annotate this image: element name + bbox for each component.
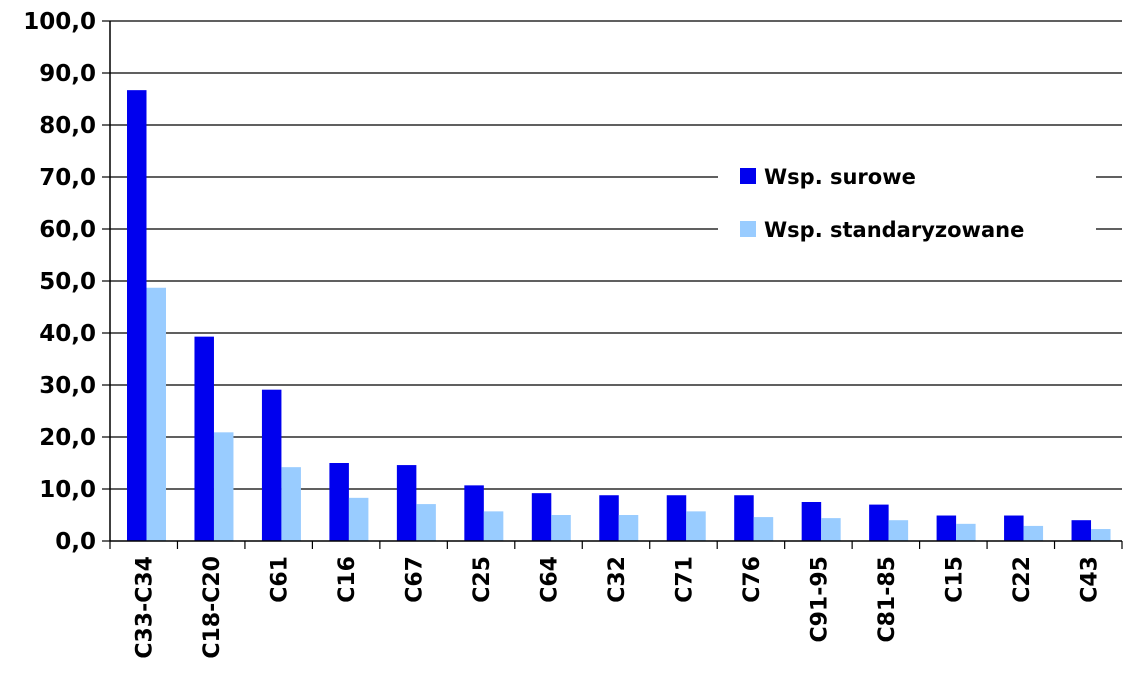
y-tick-label: 80,0 bbox=[39, 113, 96, 139]
legend-label: Wsp. standaryzowane bbox=[764, 218, 1024, 242]
x-tick-label: C33-C34 bbox=[133, 556, 158, 659]
bar-raw bbox=[734, 495, 754, 541]
bar-raw bbox=[936, 515, 957, 541]
x-tick-label: C22 bbox=[1010, 556, 1035, 603]
gridlines bbox=[110, 20, 1122, 490]
y-tick-label: 60,0 bbox=[39, 217, 96, 243]
x-tick-label: C64 bbox=[538, 556, 563, 603]
y-tick-label: 30,0 bbox=[39, 373, 96, 399]
y-tick-label: 20,0 bbox=[39, 425, 96, 451]
axes bbox=[102, 20, 1123, 549]
y-tick-label: 40,0 bbox=[39, 321, 96, 347]
bar-raw bbox=[1004, 515, 1024, 541]
bar-standardized bbox=[821, 518, 841, 541]
bars bbox=[127, 90, 1111, 541]
bar-standardized bbox=[618, 515, 639, 541]
bar-raw bbox=[666, 495, 687, 541]
x-tick-label: C25 bbox=[470, 556, 495, 603]
legend-swatch bbox=[740, 168, 756, 184]
bar-raw bbox=[869, 504, 889, 541]
y-axis-ticks: 0,0 10,0 20,0 30,0 40,0 50,0 60,0 70,0 80,0 90,0 1… bbox=[23, 9, 96, 555]
bar-standardized bbox=[213, 432, 234, 541]
x-axis-ticks: C33-C34 C18-C20 C61 C16 C67 C25 C64 C32 C71 C76 C9… bbox=[133, 556, 1103, 659]
x-tick-label: C15 bbox=[942, 556, 967, 603]
bar-standardized bbox=[281, 467, 301, 541]
legend: Wsp. surowe Wsp. standaryzowane bbox=[718, 152, 1096, 252]
bar-standardized bbox=[1091, 529, 1111, 541]
bar-raw bbox=[261, 389, 282, 541]
x-tick-label: C43 bbox=[1077, 556, 1102, 603]
y-tick-label: 90,0 bbox=[39, 61, 96, 87]
y-tick-label: 10,0 bbox=[39, 477, 96, 503]
y-tick-label: 0,0 bbox=[55, 529, 96, 555]
legend-swatch bbox=[740, 221, 756, 237]
bar-standardized bbox=[753, 517, 774, 541]
y-tick-label: 100,0 bbox=[23, 9, 96, 35]
bar-standardized bbox=[551, 515, 571, 541]
bar-raw bbox=[464, 485, 484, 541]
bar-raw bbox=[531, 493, 552, 541]
bar-standardized bbox=[956, 523, 976, 541]
x-tick-label: C18-C20 bbox=[200, 556, 225, 659]
legend-label: Wsp. surowe bbox=[764, 165, 916, 189]
x-tick-label: C76 bbox=[740, 556, 765, 603]
x-tick-label: C81-85 bbox=[875, 556, 900, 643]
bar-standardized bbox=[416, 504, 436, 541]
bar-standardized bbox=[1023, 525, 1044, 541]
bar-raw bbox=[1071, 520, 1092, 541]
x-tick-label: C16 bbox=[335, 556, 360, 603]
y-tick-label: 50,0 bbox=[39, 269, 96, 295]
legend-background bbox=[718, 152, 1096, 252]
x-tick-label: C91-95 bbox=[807, 556, 832, 643]
bar-standardized bbox=[348, 497, 369, 541]
y-tick-label: 70,0 bbox=[39, 165, 96, 191]
bar-raw bbox=[329, 463, 349, 541]
bar-standardized bbox=[686, 511, 706, 541]
bar-raw bbox=[599, 495, 619, 541]
x-tick-label: C32 bbox=[605, 556, 630, 603]
x-tick-label: C67 bbox=[403, 556, 428, 603]
bar-standardized bbox=[483, 511, 504, 541]
x-tick-label: C61 bbox=[268, 556, 293, 603]
bar-raw bbox=[396, 465, 417, 541]
bar-standardized bbox=[888, 520, 909, 541]
x-tick-label: C71 bbox=[672, 556, 697, 603]
bar-raw bbox=[194, 336, 214, 541]
bar-raw bbox=[127, 90, 147, 541]
bar-standardized bbox=[146, 287, 166, 541]
bar-raw bbox=[801, 502, 822, 541]
